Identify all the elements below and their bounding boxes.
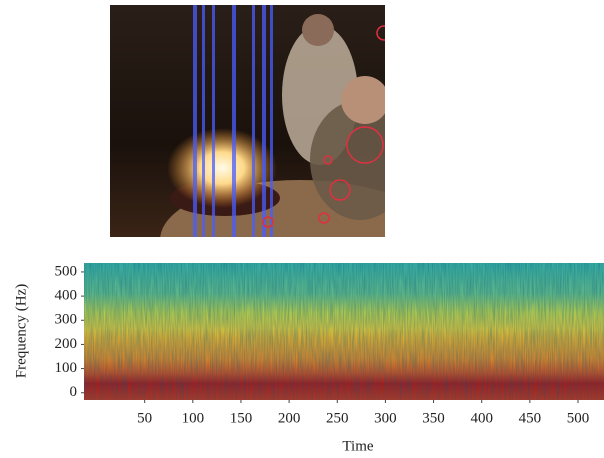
x-tick-label: 50 (137, 410, 152, 426)
x-tick-label: 450 (519, 410, 542, 426)
axes: 0 100 200 300 400 500 50 100 150 200 250 300 350 400 4… (55, 263, 590, 426)
x-axis-label: Time (342, 438, 373, 454)
y-axis-label: Frequency (Hz) (13, 284, 29, 379)
x-tick-label: 200 (278, 410, 301, 426)
x-tick-label: 500 (567, 410, 590, 426)
y-tick-label: 100 (55, 360, 78, 376)
y-tick-label: 400 (55, 288, 78, 304)
x-tick-label: 150 (230, 410, 253, 426)
y-tick-label: 500 (55, 263, 78, 279)
x-tick-label: 350 (422, 410, 445, 426)
x-tick-label: 300 (374, 410, 397, 426)
y-tick-label: 0 (70, 384, 78, 400)
y-tick-label: 200 (55, 336, 78, 352)
spectrogram (84, 263, 604, 400)
photo (110, 5, 385, 237)
x-tick-label: 250 (326, 410, 349, 426)
y-tick-label: 300 (55, 312, 78, 328)
x-tick-label: 100 (182, 410, 205, 426)
x-tick-label: 400 (470, 410, 493, 426)
